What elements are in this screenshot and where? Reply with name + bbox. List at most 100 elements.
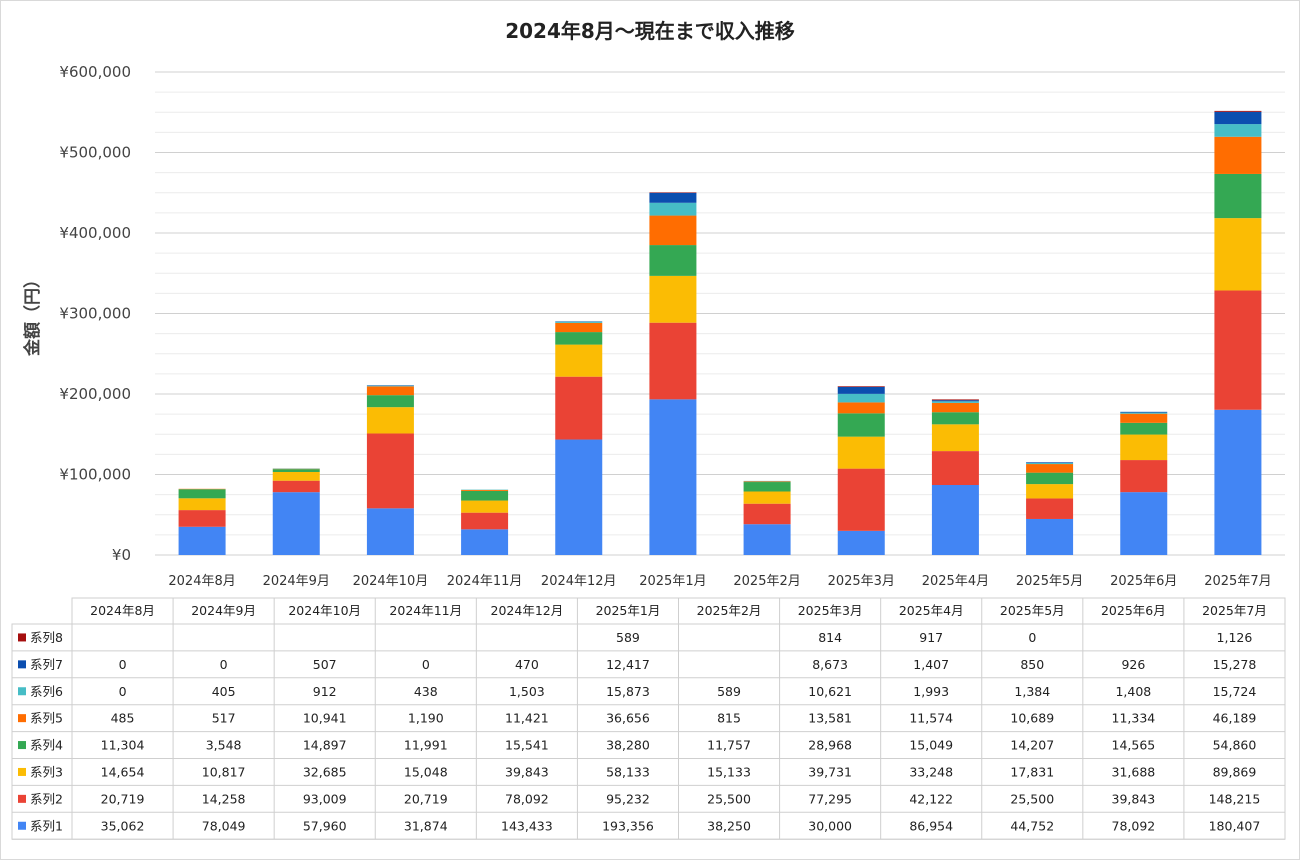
bar-segment (1026, 518, 1074, 555)
series-label: 系列6 (30, 684, 63, 699)
x-tick-label: 2024年8月 (168, 574, 235, 589)
bar-segment (1026, 462, 1074, 465)
bar-segment (837, 402, 885, 414)
table-cell: 38,280 (606, 738, 650, 753)
bar-segment (178, 526, 226, 555)
bar-segment (366, 395, 414, 408)
legend-swatch (18, 741, 26, 750)
bar-segment (1120, 412, 1168, 414)
table-header-cell: 2025年4月 (899, 603, 964, 618)
table-cell: 78,092 (505, 791, 549, 806)
table-cell: 44,752 (1010, 818, 1054, 833)
table-cell: 589 (717, 684, 741, 699)
table-cell: 39,731 (808, 764, 852, 779)
table-cell: 15,049 (909, 738, 953, 753)
bar-segment (178, 489, 226, 499)
bar-segment (1214, 290, 1262, 410)
y-tick-label: ¥200,000 (59, 385, 131, 403)
legend-swatch (18, 660, 26, 669)
table-cell: 15,873 (606, 684, 650, 699)
table-cell: 912 (313, 684, 337, 699)
table-cell: 20,719 (404, 791, 448, 806)
bar-segment (931, 412, 979, 425)
bar-segment (931, 485, 979, 555)
table-cell: 10,817 (202, 764, 246, 779)
table-cell: 14,897 (303, 738, 347, 753)
x-tick-label: 2024年11月 (447, 574, 523, 589)
bar-segment (1214, 409, 1262, 555)
bar-segment (1026, 484, 1074, 499)
table-cell: 54,860 (1213, 738, 1257, 753)
bar-segment (743, 482, 791, 492)
table-cell: 438 (414, 684, 438, 699)
y-tick-label: ¥100,000 (59, 466, 131, 484)
y-tick-label: ¥600,000 (59, 63, 131, 81)
bar-segment (366, 385, 414, 387)
chart-title: 2024年8月～現在まで収入推移 (505, 19, 795, 43)
bar-segment (555, 439, 603, 555)
table-cell: 0 (220, 657, 228, 672)
bar-segment (1120, 411, 1168, 413)
table-cell: 11,757 (707, 738, 751, 753)
table-cell: 10,621 (808, 684, 852, 699)
table-cell: 15,133 (707, 764, 751, 779)
table-header-cell: 2024年10月 (288, 603, 361, 618)
bar-segment (461, 512, 509, 530)
bar-segment (366, 386, 414, 396)
table-cell: 0 (119, 684, 127, 699)
table-header-cell: 2025年7月 (1202, 603, 1267, 618)
bar-segment (461, 529, 509, 555)
bar-segment (743, 503, 791, 525)
table-cell: 33,248 (909, 764, 953, 779)
bar-segment (178, 498, 226, 511)
table-cell: 15,048 (404, 764, 448, 779)
bar-segment (837, 468, 885, 531)
y-tick-label: ¥500,000 (59, 144, 131, 162)
table-cell: 11,304 (101, 738, 145, 753)
table-cell: 11,991 (404, 738, 448, 753)
x-tick-label: 2025年2月 (733, 574, 800, 589)
table-cell: 14,565 (1112, 738, 1156, 753)
bar-segment (272, 469, 320, 472)
table-header-cell: 2025年2月 (697, 603, 762, 618)
table-cell: 58,133 (606, 764, 650, 779)
x-tick-label: 2024年9月 (263, 574, 330, 589)
bar-segment (1214, 173, 1262, 219)
legend-swatch (18, 714, 26, 723)
table-cell: 15,541 (505, 738, 549, 753)
table-cell: 1,993 (913, 684, 949, 699)
table-cell: 11,574 (909, 711, 953, 726)
x-tick-label: 2024年12月 (541, 574, 617, 589)
table-cell: 814 (818, 630, 842, 645)
table-cell: 517 (212, 711, 236, 726)
bar-segment (931, 400, 979, 402)
bar-segment (931, 451, 979, 486)
bar-segment (931, 402, 979, 413)
table-cell: 0 (422, 657, 430, 672)
bar-segment (931, 399, 979, 401)
table-cell: 14,258 (202, 791, 246, 806)
table-header-cell: 2025年1月 (596, 603, 661, 618)
table-cell: 93,009 (303, 791, 347, 806)
bar-segment (555, 322, 603, 333)
table-cell: 46,189 (1213, 711, 1257, 726)
table-cell: 39,843 (505, 764, 549, 779)
bar-segment (1120, 492, 1168, 555)
table-cell: 1,126 (1217, 630, 1253, 645)
series-label: 系列5 (30, 711, 63, 726)
table-cell: 13,581 (808, 711, 852, 726)
bar-segment (1214, 136, 1262, 174)
table-cell: 148,215 (1209, 791, 1261, 806)
bar-segment (1026, 472, 1074, 485)
table-cell: 507 (313, 657, 337, 672)
table-cell: 89,869 (1213, 764, 1257, 779)
table-cell: 15,724 (1213, 684, 1257, 699)
table-cell: 850 (1020, 657, 1044, 672)
table-cell: 1,384 (1014, 684, 1050, 699)
table-cell: 8,673 (812, 657, 848, 672)
bar-segment (555, 344, 603, 377)
table-cell: 11,334 (1112, 711, 1156, 726)
bar-segment (461, 500, 509, 513)
y-tick-label: ¥300,000 (59, 305, 131, 323)
table-cell: 35,062 (101, 818, 145, 833)
